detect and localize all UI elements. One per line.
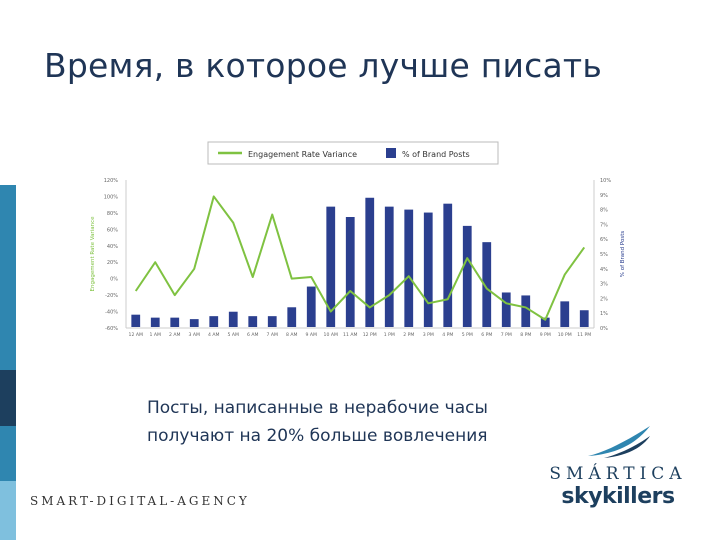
x-tick-label: 9 AM	[306, 332, 318, 338]
left-accent-bar-top	[0, 185, 16, 370]
bar-brand-posts	[248, 316, 258, 327]
legend-label-engagement: Engagement Rate Variance	[248, 150, 357, 159]
bar-brand-posts	[404, 209, 414, 327]
bar-brand-posts	[384, 206, 394, 327]
y-left-tick-label: 60%	[107, 227, 118, 233]
line-engagement-variance	[134, 195, 586, 321]
bar-brand-posts	[462, 225, 472, 327]
x-tick-label: 11 AM	[343, 332, 357, 338]
x-tick-label: 3 AM	[189, 332, 201, 338]
y-left-tick-label: 80%	[107, 211, 118, 217]
y-right-tick-label: 3%	[600, 282, 608, 288]
y-left-tick-label: -20%	[105, 293, 118, 299]
y-right-tick-label: 8%	[600, 208, 608, 214]
legend-bar-swatch	[386, 148, 396, 158]
x-tick-label: 7 AM	[267, 332, 279, 338]
legend-label-brand-posts: % of Brand Posts	[402, 150, 470, 159]
y-right-tick-label: 6%	[600, 237, 608, 243]
x-tick-label: 6 AM	[247, 332, 259, 338]
x-tick-label: 3 PM	[423, 332, 434, 338]
y-axis-right-title: % of Brand Posts	[620, 231, 626, 278]
y-right-tick-label: 5%	[600, 252, 608, 258]
y-axis-left-title: Engagement Rate Variance	[90, 216, 96, 292]
bar-brand-posts	[131, 314, 141, 327]
bar-brand-posts	[423, 212, 433, 327]
bar-brand-posts	[170, 317, 180, 327]
x-tick-label: 7 PM	[501, 332, 512, 338]
legend-box	[207, 141, 499, 165]
y-left-tick-label: 20%	[107, 260, 118, 266]
bar-brand-posts	[501, 292, 511, 327]
logo-brand-smartica: SMÁRTICA	[549, 464, 687, 484]
x-tick-label: 12 AM	[129, 332, 143, 338]
brand-logo: SMÁRTICA skykillers	[548, 424, 688, 524]
bar-brand-posts	[267, 316, 277, 327]
y-left-tick-label: -60%	[105, 326, 118, 332]
caption-line-1: Посты, написанные в нерабочие часы	[147, 398, 488, 418]
y-right-tick-label: 9%	[600, 193, 608, 199]
bar-brand-posts	[326, 206, 336, 327]
bar-brand-posts	[443, 203, 453, 327]
x-tick-label: 2 PM	[403, 332, 414, 338]
y-left-tick-label: 120%	[104, 178, 119, 184]
bar-brand-posts	[287, 307, 297, 327]
slide-title: Время, в которое лучше писать	[44, 46, 602, 85]
bar-brand-posts	[345, 217, 355, 327]
logo-brand-skykillers: skykillers	[561, 484, 675, 509]
y-right-tick-label: 4%	[600, 267, 608, 273]
y-right-tick-label: 0%	[600, 326, 608, 332]
y-right-tick-label: 7%	[600, 222, 608, 228]
y-right-tick-label: 2%	[600, 296, 608, 302]
caption-line-2: получают на 20% больше вовлечения	[147, 426, 488, 446]
caption: Посты, написанные в нерабочие часы получ…	[147, 394, 488, 450]
bar-brand-posts	[228, 311, 238, 327]
x-tick-label: 9 PM	[540, 332, 551, 338]
x-tick-label: 8 AM	[286, 332, 298, 338]
x-tick-label: 5 AM	[228, 332, 240, 338]
bar-brand-posts	[521, 295, 531, 327]
bar-brand-posts	[482, 242, 492, 327]
x-tick-label: 5 PM	[462, 332, 473, 338]
x-tick-label: 6 PM	[481, 332, 492, 338]
bar-brand-posts	[209, 316, 219, 327]
x-tick-label: 2 AM	[169, 332, 181, 338]
x-tick-label: 8 PM	[520, 332, 531, 338]
chart-svg: Engagement Rate Variance % of Brand Posts…	[90, 141, 626, 338]
left-accent-bar-light	[0, 481, 16, 540]
bar-brand-posts	[540, 317, 550, 327]
y-left-tick-label: 100%	[104, 194, 119, 200]
logo-swoosh-icon	[588, 426, 650, 458]
bar-brand-posts	[189, 319, 199, 327]
x-tick-label: 4 PM	[442, 332, 453, 338]
bar-brand-posts	[306, 286, 316, 327]
bar-brand-posts	[560, 301, 570, 327]
x-tick-label: 1 AM	[150, 332, 162, 338]
x-tick-label: 12 PM	[363, 332, 377, 338]
y-left-tick-label: 40%	[107, 244, 118, 250]
footer-agency-name: SMART-DIGITAL-AGENCY	[30, 494, 250, 508]
x-tick-label: 4 AM	[208, 332, 220, 338]
left-accent-bar-dark	[0, 370, 16, 426]
y-left-tick-label: -40%	[105, 310, 118, 316]
x-tick-label: 11 PM	[577, 332, 591, 338]
y-left-tick-label: 0%	[110, 277, 118, 283]
bar-brand-posts	[150, 317, 160, 327]
y-right-tick-label: 10%	[600, 178, 611, 184]
bar-brand-posts	[365, 197, 375, 327]
x-tick-label: 10 PM	[558, 332, 572, 338]
bar-brand-posts	[579, 310, 589, 327]
chart-container: Engagement Rate Variance % of Brand Posts…	[86, 138, 634, 350]
left-accent-bar-mid	[0, 426, 16, 481]
x-tick-label: 1 PM	[384, 332, 395, 338]
y-right-tick-label: 1%	[600, 311, 608, 317]
x-tick-label: 10 AM	[324, 332, 338, 338]
